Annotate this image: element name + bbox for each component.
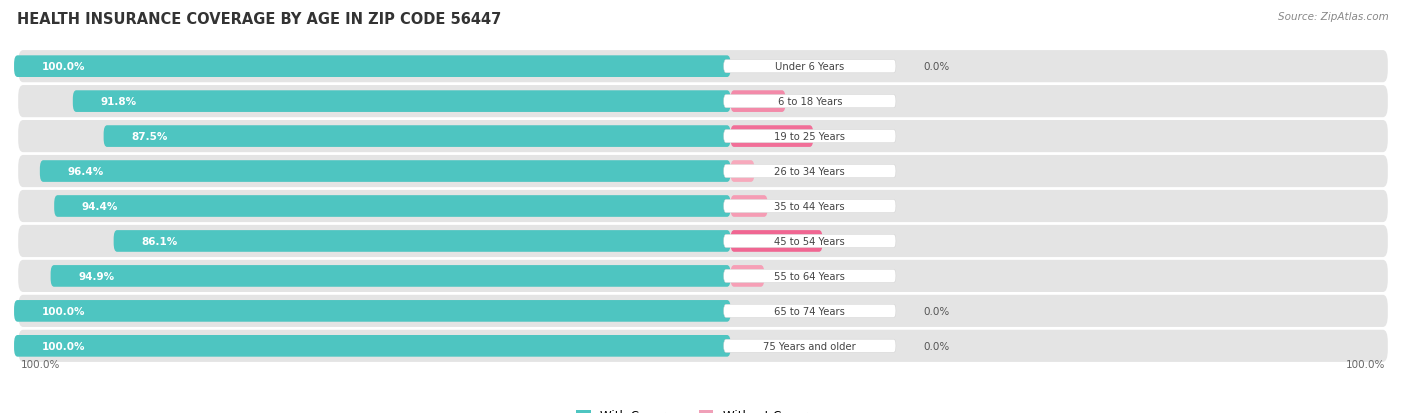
Text: 75 Years and older: 75 Years and older [763, 341, 856, 351]
Text: 94.4%: 94.4% [82, 202, 118, 211]
Text: 100.0%: 100.0% [42, 62, 86, 72]
FancyBboxPatch shape [724, 165, 896, 178]
Text: 26 to 34 Years: 26 to 34 Years [775, 166, 845, 177]
Text: 0.0%: 0.0% [924, 341, 949, 351]
FancyBboxPatch shape [18, 190, 1388, 223]
Text: 91.8%: 91.8% [100, 97, 136, 107]
Text: 8.3%: 8.3% [799, 97, 825, 107]
FancyBboxPatch shape [724, 200, 896, 213]
FancyBboxPatch shape [724, 304, 896, 318]
FancyBboxPatch shape [724, 130, 896, 143]
Text: 94.9%: 94.9% [79, 271, 114, 281]
Text: 5.6%: 5.6% [782, 202, 808, 211]
Text: 100.0%: 100.0% [42, 306, 86, 316]
FancyBboxPatch shape [18, 86, 1388, 118]
Text: 65 to 74 Years: 65 to 74 Years [775, 306, 845, 316]
FancyBboxPatch shape [18, 330, 1388, 362]
FancyBboxPatch shape [731, 266, 765, 287]
FancyBboxPatch shape [724, 60, 896, 74]
Text: 87.5%: 87.5% [131, 132, 167, 142]
FancyBboxPatch shape [724, 270, 896, 283]
FancyBboxPatch shape [731, 161, 755, 183]
Text: 35 to 44 Years: 35 to 44 Years [775, 202, 845, 211]
Legend: With Coverage, Without Coverage: With Coverage, Without Coverage [572, 404, 834, 413]
Text: 55 to 64 Years: 55 to 64 Years [775, 271, 845, 281]
FancyBboxPatch shape [14, 300, 731, 322]
FancyBboxPatch shape [731, 196, 768, 217]
FancyBboxPatch shape [731, 91, 786, 113]
Text: 12.5%: 12.5% [827, 132, 860, 142]
FancyBboxPatch shape [73, 91, 731, 113]
Text: 100.0%: 100.0% [21, 359, 60, 369]
Text: Under 6 Years: Under 6 Years [775, 62, 845, 72]
Text: 100.0%: 100.0% [42, 341, 86, 351]
FancyBboxPatch shape [18, 156, 1388, 188]
FancyBboxPatch shape [51, 266, 731, 287]
FancyBboxPatch shape [114, 230, 731, 252]
FancyBboxPatch shape [18, 121, 1388, 153]
FancyBboxPatch shape [104, 126, 731, 147]
FancyBboxPatch shape [18, 260, 1388, 292]
Text: 6 to 18 Years: 6 to 18 Years [778, 97, 842, 107]
FancyBboxPatch shape [14, 335, 731, 357]
FancyBboxPatch shape [724, 95, 896, 109]
Text: 13.9%: 13.9% [837, 236, 869, 247]
FancyBboxPatch shape [39, 161, 731, 183]
Text: 86.1%: 86.1% [141, 236, 177, 247]
Text: HEALTH INSURANCE COVERAGE BY AGE IN ZIP CODE 56447: HEALTH INSURANCE COVERAGE BY AGE IN ZIP … [17, 12, 501, 27]
Text: 100.0%: 100.0% [1346, 359, 1385, 369]
FancyBboxPatch shape [731, 126, 813, 147]
FancyBboxPatch shape [731, 230, 823, 252]
FancyBboxPatch shape [724, 235, 896, 248]
Text: 0.0%: 0.0% [924, 62, 949, 72]
FancyBboxPatch shape [55, 196, 731, 217]
FancyBboxPatch shape [14, 56, 731, 78]
Text: 0.0%: 0.0% [924, 306, 949, 316]
FancyBboxPatch shape [724, 339, 896, 353]
Text: 5.1%: 5.1% [778, 271, 804, 281]
FancyBboxPatch shape [18, 225, 1388, 257]
FancyBboxPatch shape [18, 295, 1388, 327]
Text: 96.4%: 96.4% [67, 166, 104, 177]
Text: 45 to 54 Years: 45 to 54 Years [775, 236, 845, 247]
Text: 3.6%: 3.6% [768, 166, 794, 177]
FancyBboxPatch shape [18, 51, 1388, 83]
Text: Source: ZipAtlas.com: Source: ZipAtlas.com [1278, 12, 1389, 22]
Text: 19 to 25 Years: 19 to 25 Years [775, 132, 845, 142]
